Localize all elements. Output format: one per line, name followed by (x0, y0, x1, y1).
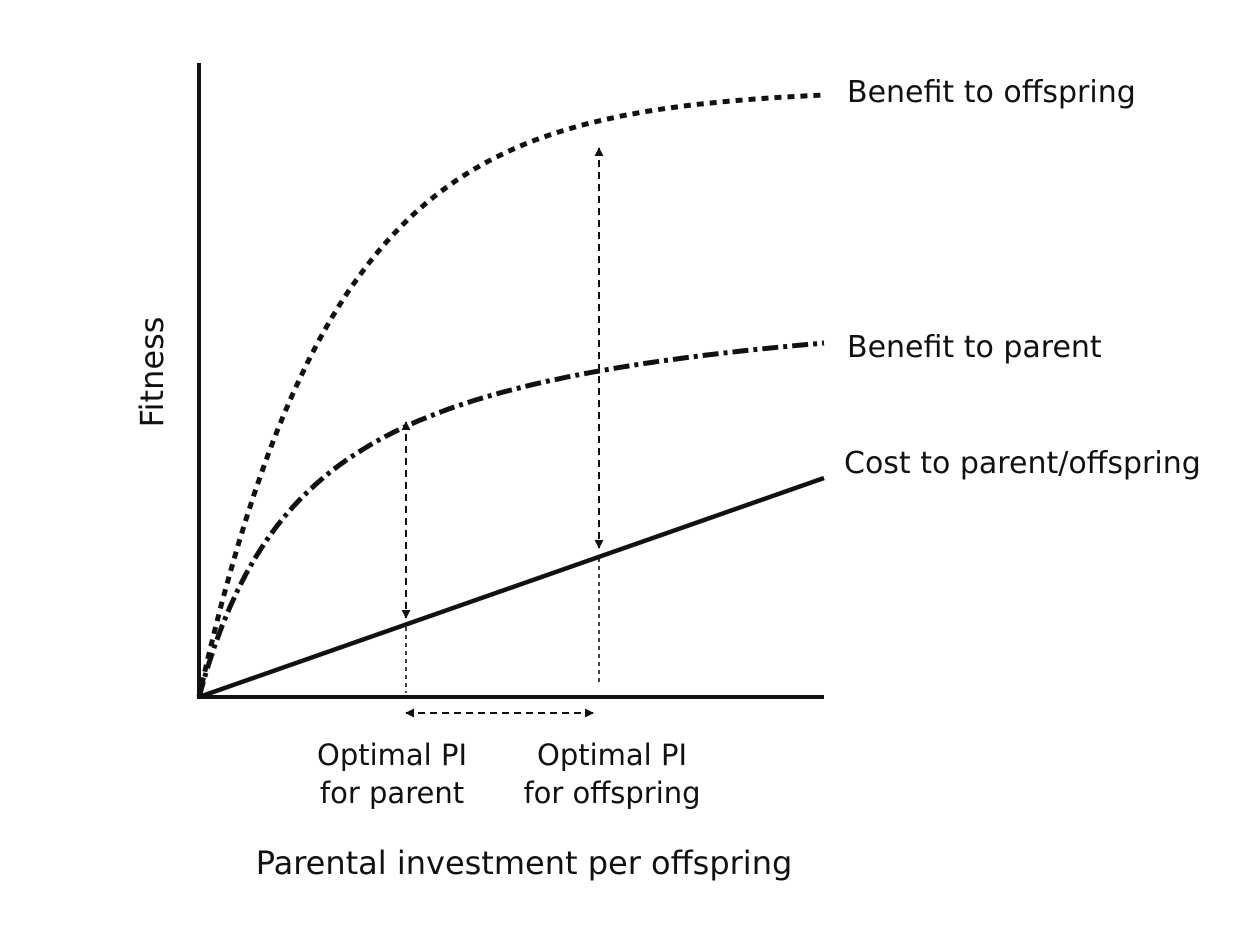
x-axis-label: Parental investment per offspring (256, 844, 793, 882)
optimal-pi-offspring-label-line1: Optimal PI (537, 738, 687, 772)
benefit-to-parent-label: Benefit to parent (847, 330, 1102, 365)
cost-label: Cost to parent/offspring (844, 446, 1201, 481)
optimal-pi-offspring-label-line2: for offspring (523, 776, 700, 810)
optimal-pi-parent-label-line1: Optimal PI (317, 738, 467, 772)
optimal-pi-parent-label-line2: for parent (320, 776, 464, 810)
y-axis-label: Fitness (133, 317, 171, 428)
cost-line (198, 475, 825, 700)
benefit-to-offspring-curve (196, 92, 825, 698)
benefit-to-offspring-label: Benefit to offspring (847, 75, 1136, 110)
benefit-to-parent-curve (196, 340, 825, 698)
